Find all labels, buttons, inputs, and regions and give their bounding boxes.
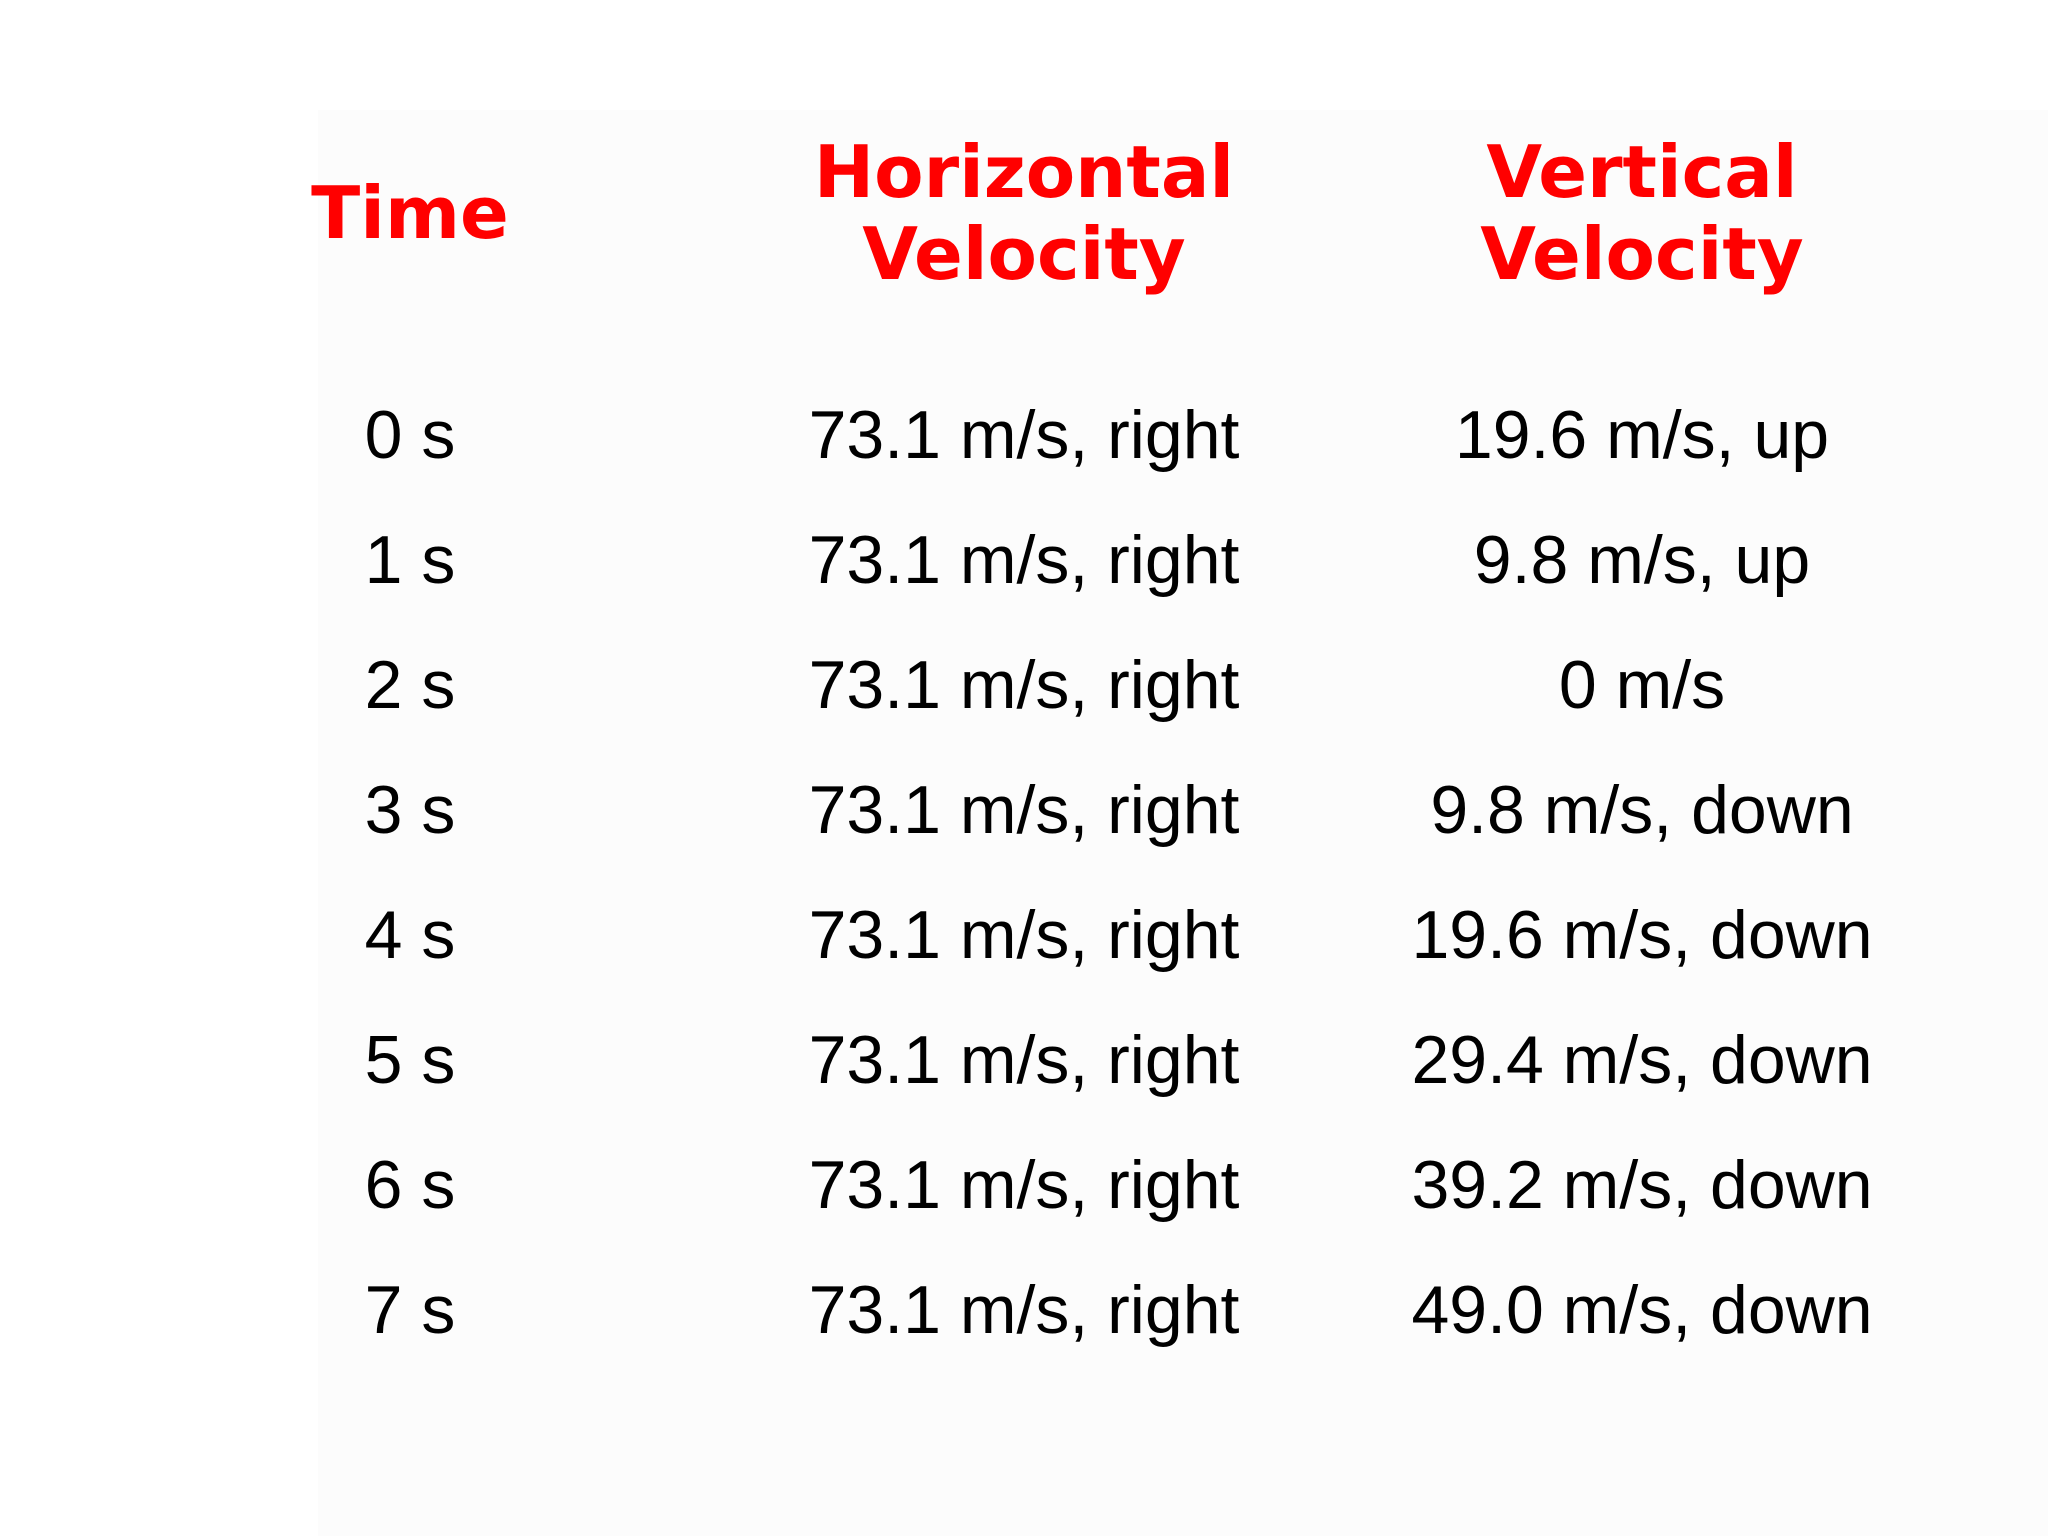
vertical-velocity-cell: 0 m/s (1558, 647, 1726, 723)
time-cell: 7 s (364, 1272, 456, 1348)
header-vertical-velocity: Vertical Velocity (1382, 131, 1902, 295)
time-cell: 3 s (364, 772, 456, 848)
header-horizontal-line-2: Velocity (862, 212, 1186, 296)
time-cell: 5 s (364, 1022, 456, 1098)
horizontal-velocity-cell: 73.1 m/s, right (808, 772, 1240, 848)
horizontal-velocity-cell: 73.1 m/s, right (808, 522, 1240, 598)
horizontal-velocity-cell: 73.1 m/s, right (808, 1022, 1240, 1098)
vertical-velocity-cell: 19.6 m/s, up (1454, 397, 1830, 473)
header-time-line-1: Time (311, 171, 509, 255)
vertical-velocity-cell: 39.2 m/s, down (1411, 1147, 1873, 1223)
header-vertical-line-1: Vertical (1486, 130, 1798, 214)
time-cell: 6 s (364, 1147, 456, 1223)
vertical-velocity-cell: 49.0 m/s, down (1411, 1272, 1873, 1348)
vertical-velocity-cell: 29.4 m/s, down (1411, 1022, 1873, 1098)
time-cell: 2 s (364, 647, 456, 723)
header-horizontal-velocity: Horizontal Velocity (764, 131, 1284, 295)
header-horizontal-line-1: Horizontal (813, 130, 1235, 214)
vertical-velocity-cell: 9.8 m/s, down (1430, 772, 1854, 848)
header-vertical-line-2: Velocity (1480, 212, 1804, 296)
vertical-velocity-cell: 19.6 m/s, down (1411, 897, 1873, 973)
time-cell: 4 s (364, 897, 456, 973)
header-time: Time (260, 172, 560, 254)
horizontal-velocity-cell: 73.1 m/s, right (808, 397, 1240, 473)
horizontal-velocity-cell: 73.1 m/s, right (808, 647, 1240, 723)
table-background (318, 110, 2048, 1536)
horizontal-velocity-cell: 73.1 m/s, right (808, 1147, 1240, 1223)
time-cell: 1 s (364, 522, 456, 598)
horizontal-velocity-cell: 73.1 m/s, right (808, 1272, 1240, 1348)
vertical-velocity-cell: 9.8 m/s, up (1473, 522, 1811, 598)
horizontal-velocity-cell: 73.1 m/s, right (808, 897, 1240, 973)
time-cell: 0 s (364, 397, 456, 473)
